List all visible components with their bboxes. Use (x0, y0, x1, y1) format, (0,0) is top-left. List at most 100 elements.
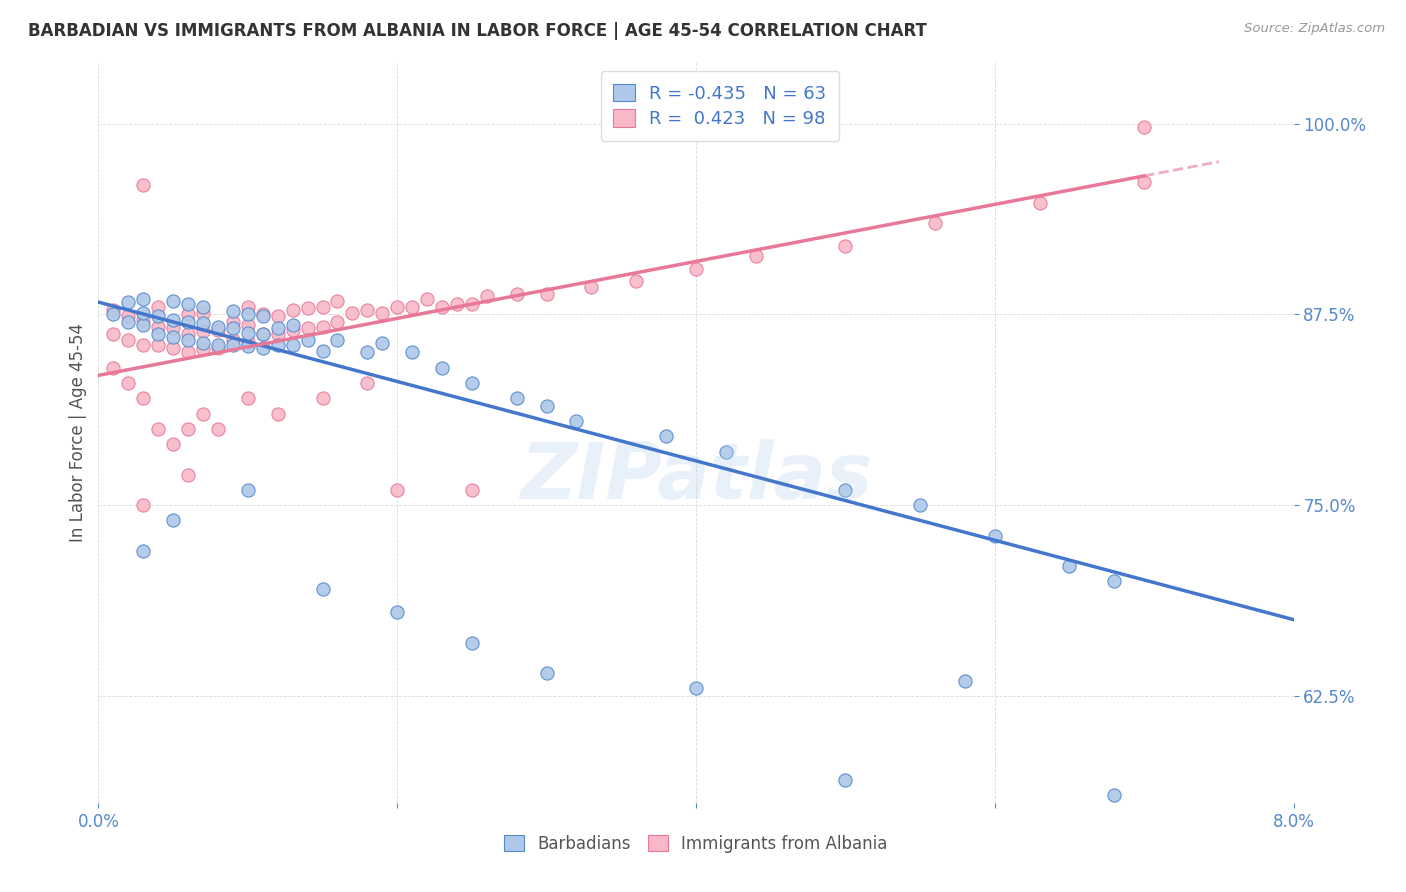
Point (207, 322, 229, 336)
Point (132, 292, 155, 306)
Point (252, 341, 274, 355)
Point (655, 429, 678, 443)
Point (117, 376, 139, 390)
Point (326, 333, 349, 347)
Point (267, 407, 290, 421)
Point (252, 307, 274, 321)
Legend: Barbadians, Immigrants from Albania: Barbadians, Immigrants from Albania (496, 826, 896, 861)
Point (207, 422, 229, 436)
Point (430, 300, 453, 314)
Point (267, 321, 290, 335)
Point (177, 467, 200, 482)
Point (222, 315, 245, 329)
Point (222, 333, 245, 347)
Point (281, 338, 304, 352)
Point (117, 333, 139, 347)
Point (132, 498, 155, 512)
Point (311, 300, 333, 314)
Point (401, 345, 423, 359)
Point (236, 339, 259, 353)
Point (132, 313, 155, 327)
Point (267, 338, 290, 352)
Point (326, 293, 349, 308)
Point (356, 345, 378, 359)
Point (222, 321, 245, 335)
Point (191, 407, 214, 421)
Point (148, 309, 170, 323)
Point (1059, 559, 1081, 574)
Point (311, 582, 333, 596)
Point (191, 324, 214, 338)
Point (236, 483, 259, 497)
Point (162, 330, 184, 344)
Point (281, 318, 304, 332)
Point (191, 306, 214, 320)
Point (461, 635, 484, 649)
Point (162, 437, 184, 451)
Point (177, 307, 200, 321)
Point (236, 326, 259, 340)
Point (536, 287, 558, 301)
Point (207, 338, 229, 352)
Point (148, 319, 170, 334)
Point (236, 391, 259, 405)
Point (267, 327, 290, 342)
Point (461, 296, 484, 310)
Point (416, 292, 439, 306)
Point (222, 338, 245, 352)
Point (222, 304, 245, 318)
Point (297, 301, 319, 316)
Point (356, 376, 378, 390)
Point (132, 544, 155, 558)
Y-axis label: In Labor Force | Age 45-54: In Labor Force | Age 45-54 (69, 323, 87, 542)
Point (177, 315, 200, 329)
Point (177, 345, 200, 359)
Point (953, 673, 976, 688)
Point (745, 249, 768, 263)
Text: BARBADIAN VS IMMIGRANTS FROM ALBANIA IN LABOR FORCE | AGE 45-54 CORRELATION CHAR: BARBADIAN VS IMMIGRANTS FROM ALBANIA IN … (28, 22, 927, 40)
Point (148, 422, 170, 436)
Point (461, 483, 484, 497)
Point (924, 216, 946, 230)
Point (162, 341, 184, 355)
Point (236, 300, 259, 314)
Point (446, 296, 468, 310)
Point (162, 513, 184, 527)
Point (297, 333, 319, 347)
Point (908, 498, 931, 512)
Point (371, 306, 394, 320)
Point (461, 376, 484, 390)
Point (475, 289, 498, 303)
Point (207, 341, 229, 355)
Point (207, 319, 229, 334)
Point (626, 274, 648, 288)
Point (117, 309, 139, 323)
Point (117, 315, 139, 329)
Point (1133, 120, 1156, 134)
Point (162, 321, 184, 335)
Point (834, 772, 856, 787)
Point (326, 315, 349, 329)
Point (103, 327, 125, 342)
Point (565, 414, 588, 428)
Point (132, 318, 155, 332)
Point (1133, 174, 1156, 188)
Point (236, 334, 259, 349)
Point (430, 360, 453, 375)
Text: Source: ZipAtlas.com: Source: ZipAtlas.com (1244, 22, 1385, 36)
Point (103, 302, 125, 317)
Point (371, 336, 394, 351)
Point (1104, 574, 1126, 589)
Point (132, 178, 155, 192)
Point (252, 327, 274, 342)
Point (385, 605, 409, 619)
Point (103, 360, 125, 375)
Point (311, 343, 333, 358)
Point (132, 306, 155, 320)
Point (148, 300, 170, 314)
Point (177, 296, 200, 310)
Point (506, 287, 529, 301)
Point (191, 336, 214, 351)
Point (162, 293, 184, 308)
Point (148, 327, 170, 342)
